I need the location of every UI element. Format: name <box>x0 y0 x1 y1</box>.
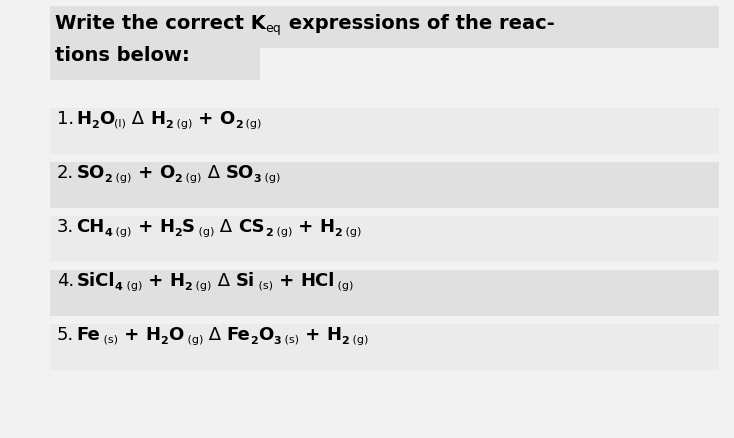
Text: 3: 3 <box>274 335 281 345</box>
Text: 2: 2 <box>265 227 272 237</box>
Text: 2.: 2. <box>57 163 74 181</box>
Text: 2: 2 <box>175 173 182 183</box>
FancyBboxPatch shape <box>50 162 719 208</box>
Text: 2: 2 <box>335 227 342 237</box>
Text: CS: CS <box>239 217 265 235</box>
Text: (g): (g) <box>184 334 203 344</box>
FancyBboxPatch shape <box>50 7 719 49</box>
Text: CH: CH <box>76 217 104 235</box>
Text: 2: 2 <box>165 120 172 129</box>
Text: (g): (g) <box>172 118 192 128</box>
Text: +: + <box>118 325 145 343</box>
Text: O: O <box>159 163 175 181</box>
Text: 4: 4 <box>115 281 123 291</box>
Text: (s): (s) <box>100 334 118 344</box>
Text: H: H <box>150 110 165 127</box>
Text: H: H <box>159 217 174 235</box>
Text: +: + <box>292 217 319 235</box>
Text: Δ: Δ <box>202 163 225 181</box>
Text: (l): (l) <box>114 118 126 128</box>
Text: O: O <box>99 110 114 127</box>
Text: Δ: Δ <box>203 325 227 343</box>
Text: SO: SO <box>225 163 254 181</box>
Text: 2: 2 <box>104 173 112 183</box>
Text: SO: SO <box>76 163 104 181</box>
Text: Δ: Δ <box>211 271 236 289</box>
Text: 2: 2 <box>91 120 99 129</box>
Text: (g): (g) <box>242 118 262 128</box>
Text: (s): (s) <box>281 334 299 344</box>
Text: (g): (g) <box>123 280 142 290</box>
Text: 3: 3 <box>254 173 261 183</box>
Text: +: + <box>131 217 159 235</box>
Text: Fe: Fe <box>227 325 250 343</box>
Text: O: O <box>219 110 235 127</box>
Text: 5.: 5. <box>57 325 74 343</box>
Text: H: H <box>319 217 335 235</box>
Text: Δ: Δ <box>214 217 239 235</box>
Text: Δ: Δ <box>126 110 150 127</box>
Text: +: + <box>192 110 219 127</box>
Text: (g): (g) <box>112 226 131 236</box>
Text: 2: 2 <box>184 281 192 291</box>
Text: SiCl: SiCl <box>76 271 115 289</box>
Text: (g): (g) <box>349 334 368 344</box>
Text: tions below:: tions below: <box>55 46 190 65</box>
Text: (g): (g) <box>261 172 280 182</box>
Text: +: + <box>131 163 159 181</box>
Text: 1.: 1. <box>57 110 74 127</box>
Text: expressions of the reac-: expressions of the reac- <box>282 14 554 33</box>
FancyBboxPatch shape <box>50 216 719 262</box>
Text: +: + <box>272 271 300 289</box>
Text: H: H <box>145 325 161 343</box>
FancyBboxPatch shape <box>50 109 719 155</box>
Text: 2: 2 <box>341 335 349 345</box>
Text: +: + <box>142 271 170 289</box>
Text: 2: 2 <box>250 335 258 345</box>
Text: H: H <box>170 271 184 289</box>
Text: O: O <box>168 325 184 343</box>
Text: 2: 2 <box>161 335 168 345</box>
Text: H: H <box>76 110 91 127</box>
Text: 2: 2 <box>235 120 242 129</box>
Text: (g): (g) <box>112 172 131 182</box>
Text: Si: Si <box>236 271 255 289</box>
Text: 4: 4 <box>104 227 112 237</box>
Text: Write the correct K: Write the correct K <box>55 14 266 33</box>
Text: 4.: 4. <box>57 271 74 289</box>
Text: (s): (s) <box>255 280 272 290</box>
FancyBboxPatch shape <box>50 270 719 316</box>
Text: 3.: 3. <box>57 217 74 235</box>
Text: (g): (g) <box>272 226 292 236</box>
Text: (g): (g) <box>335 280 354 290</box>
Text: (g): (g) <box>195 226 214 236</box>
Text: 2: 2 <box>174 227 182 237</box>
Text: (g): (g) <box>192 280 211 290</box>
Text: (g): (g) <box>342 226 362 236</box>
Text: HCl: HCl <box>300 271 335 289</box>
Text: S: S <box>182 217 195 235</box>
FancyBboxPatch shape <box>50 49 260 81</box>
Text: (g): (g) <box>182 172 202 182</box>
FancyBboxPatch shape <box>50 324 719 370</box>
Text: +: + <box>299 325 327 343</box>
Text: Fe: Fe <box>76 325 100 343</box>
Text: eq: eq <box>266 22 282 35</box>
Text: H: H <box>327 325 341 343</box>
Text: O: O <box>258 325 274 343</box>
